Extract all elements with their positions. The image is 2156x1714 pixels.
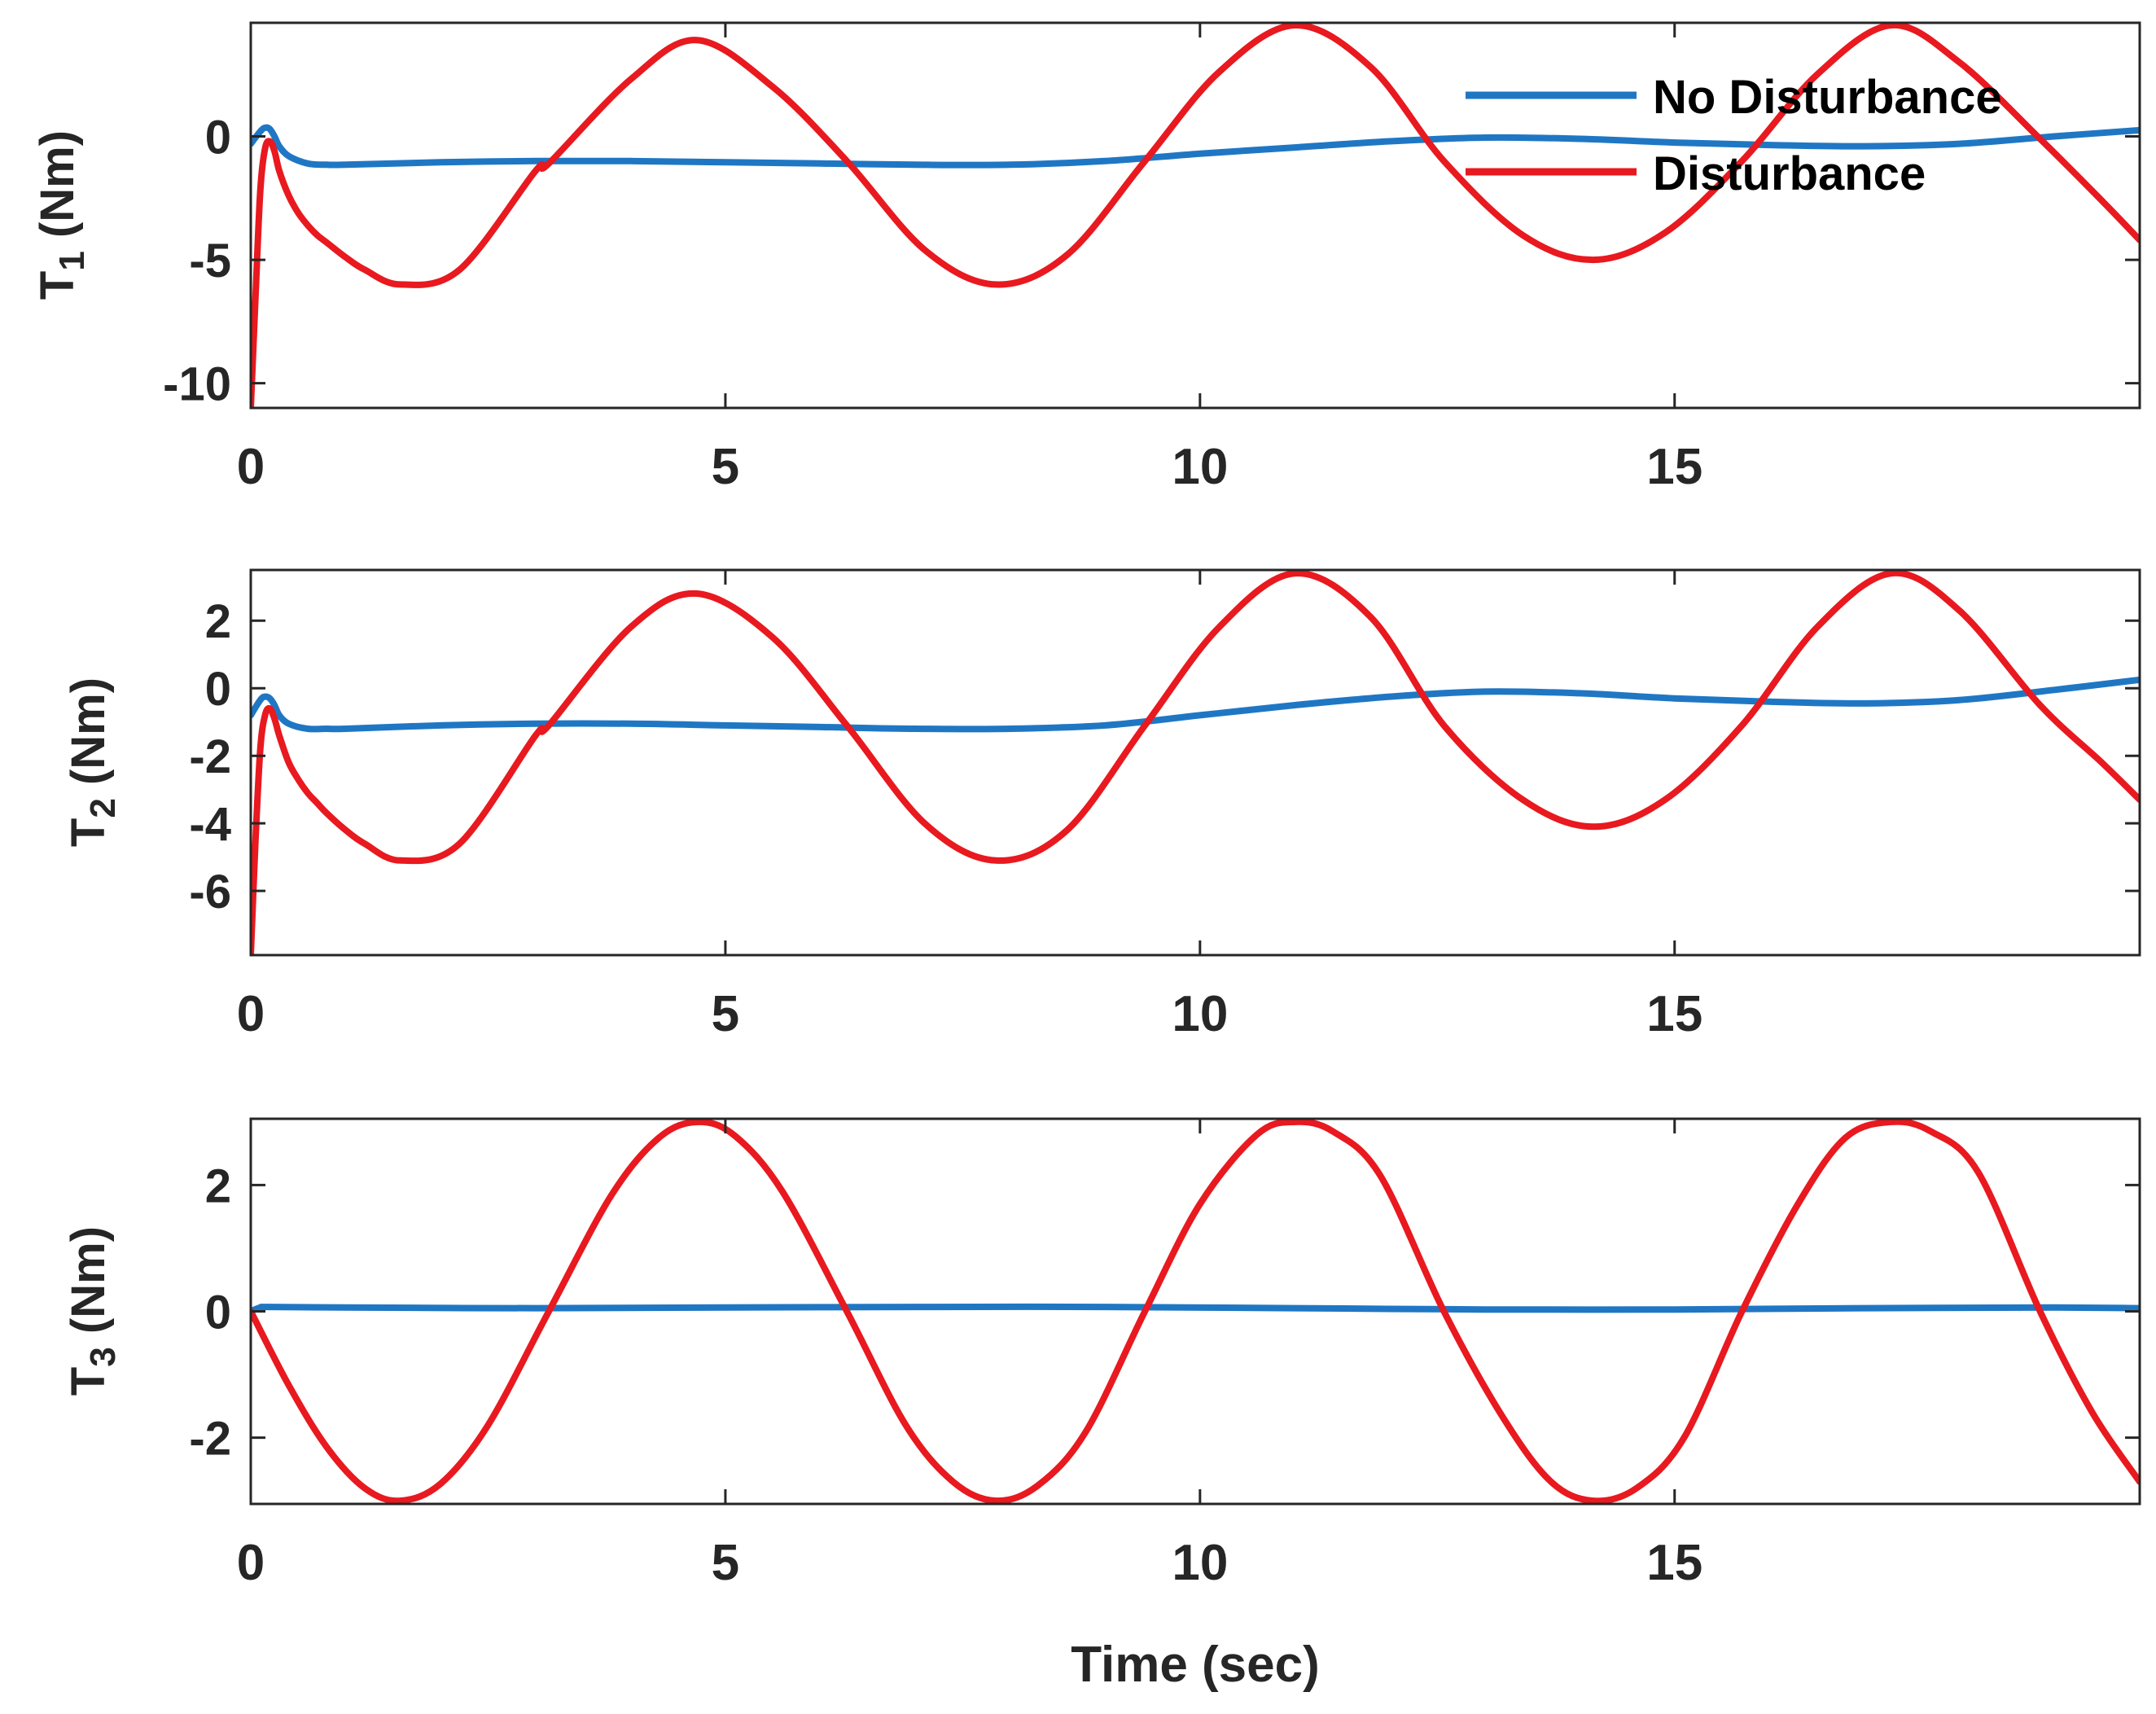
y-tick-label: -6 — [189, 866, 231, 918]
series-line-no-disturbance — [251, 124, 2140, 169]
x-tick-label: 15 — [1646, 439, 1702, 495]
y-ticks-t3: -2 0 2 — [189, 1159, 2140, 1466]
y-tick-label: 0 — [205, 111, 231, 164]
y-axis-label: T1 (Nm) — [31, 130, 92, 300]
y-tick-label: 0 — [205, 1287, 231, 1339]
subplot-t1: 0 5 10 15 -10 -5 0 T1 (Nm) No Disturbance Dis… — [31, 21, 2141, 495]
plot-area-t1 — [249, 21, 2141, 410]
x-tick-label: 5 — [712, 1535, 739, 1591]
legend: No Disturbance Disturbance — [1466, 71, 2002, 200]
series-line-disturbance — [251, 570, 2140, 955]
x-tick-label: 5 — [712, 439, 739, 495]
y-axis-label-t1: T1 (Nm) — [31, 130, 92, 300]
plot-frame-border — [249, 568, 2141, 957]
x-tick-label: 0 — [237, 439, 265, 495]
x-tick-label: 0 — [237, 1535, 265, 1591]
series-layer-t3 — [251, 1119, 2140, 1504]
y-tick-label: -2 — [189, 1413, 231, 1466]
x-tick-label: 10 — [1172, 439, 1228, 495]
plot-frame-border — [249, 21, 2141, 410]
series-line-no-disturbance — [251, 1303, 2140, 1315]
subplot-t2: 0 5 10 15 -6 -4 -2 0 2 T2 (Nm) — [62, 568, 2141, 1042]
series-line-no-disturbance — [251, 676, 2140, 733]
x-ticks-t1: 0 5 10 15 — [237, 23, 1702, 495]
x-tick-label: 0 — [237, 986, 265, 1042]
y-tick-label: 2 — [205, 595, 231, 648]
y-tick-label: 2 — [205, 1159, 231, 1212]
legend-label-disturbance: Disturbance — [1653, 147, 1926, 200]
x-tick-label: 5 — [712, 986, 739, 1042]
y-axis-label-t2: T2 (Nm) — [62, 677, 123, 847]
legend-label-no-disturbance: No Disturbance — [1653, 71, 2002, 124]
y-ticks-t1: -10 -5 0 — [163, 111, 2140, 411]
y-axis-label-t3: T3 (Nm) — [62, 1226, 123, 1396]
y-axis-label: T2 (Nm) — [62, 677, 123, 847]
y-tick-label: -10 — [163, 358, 231, 411]
x-ticks-t3: 0 5 10 15 — [237, 1119, 1702, 1591]
y-axis-label: T3 (Nm) — [62, 1226, 123, 1396]
plot-area-t2 — [249, 568, 2141, 957]
series-layer-t2 — [251, 570, 2140, 955]
y-tick-label: -4 — [189, 798, 231, 851]
series-line-disturbance — [251, 1119, 2140, 1504]
y-tick-label: 0 — [205, 663, 231, 716]
x-ticks-t2: 0 5 10 15 — [237, 570, 1702, 1042]
x-tick-label: 15 — [1646, 986, 1702, 1042]
x-tick-label: 10 — [1172, 986, 1228, 1042]
x-axis-label: Time (sec) — [1071, 1637, 1320, 1693]
series-layer-t1 — [251, 23, 2140, 408]
x-tick-label: 15 — [1646, 1535, 1702, 1591]
y-tick-label: -2 — [189, 730, 231, 783]
subplot-t3: 0 5 10 15 -2 0 2 T3 (Nm) Time (sec) — [62, 1117, 2141, 1693]
x-tick-label: 10 — [1172, 1535, 1228, 1591]
series-line-disturbance — [251, 23, 2140, 408]
y-ticks-t2: -6 -4 -2 0 2 — [189, 595, 2140, 918]
y-tick-label: -5 — [189, 235, 231, 287]
